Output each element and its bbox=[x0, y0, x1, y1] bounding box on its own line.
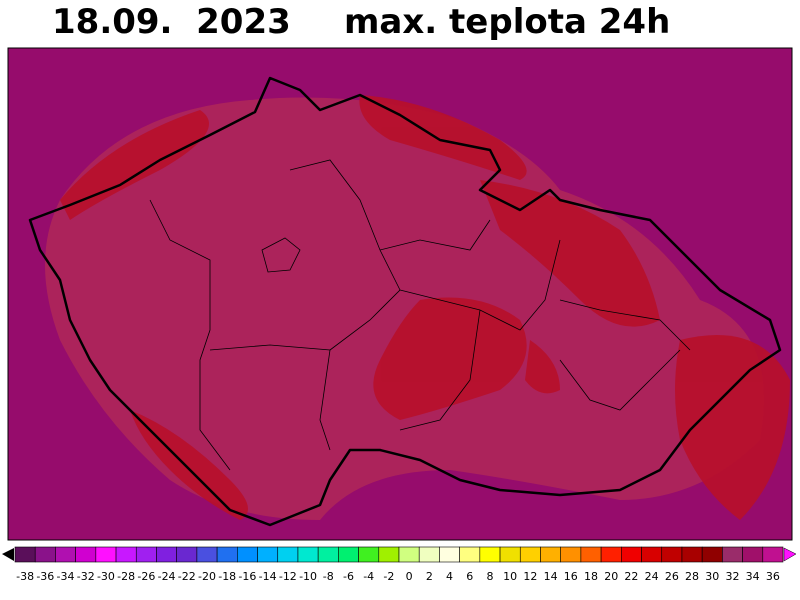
legend-tick-label: -22 bbox=[178, 570, 196, 583]
legend-swatch bbox=[681, 546, 703, 563]
legend-swatch bbox=[722, 546, 743, 563]
legend-tick-label: -20 bbox=[198, 570, 216, 583]
legend-swatch bbox=[661, 546, 683, 563]
legend-tick-label: 30 bbox=[705, 570, 719, 583]
legend-tick-label: 12 bbox=[523, 570, 537, 583]
legend-swatch bbox=[176, 546, 198, 563]
legend-tick-label: -8 bbox=[323, 570, 334, 583]
legend-tick-label: -38 bbox=[16, 570, 34, 583]
legend-tick-label: 14 bbox=[544, 570, 558, 583]
legend-tick-label: 20 bbox=[604, 570, 618, 583]
legend-tick-label: -10 bbox=[299, 570, 317, 583]
country-border bbox=[28, 76, 782, 527]
legend-swatch bbox=[237, 546, 258, 563]
legend-tick-label: -34 bbox=[57, 570, 75, 583]
legend-swatch bbox=[398, 546, 420, 563]
hot-areas bbox=[60, 95, 790, 520]
legend-tick-label: 24 bbox=[645, 570, 659, 583]
legend-swatch bbox=[459, 546, 481, 563]
legend-tick-label: -14 bbox=[259, 570, 277, 583]
legend-tick-label: -12 bbox=[279, 570, 297, 583]
legend-arrow-right bbox=[783, 547, 797, 562]
legend-swatch bbox=[75, 546, 97, 563]
legend-tick-label: -4 bbox=[363, 570, 374, 583]
legend-swatch bbox=[338, 546, 359, 563]
legend-tick-label: 8 bbox=[486, 570, 493, 583]
legend-swatch bbox=[135, 546, 157, 563]
legend-tick-label: -28 bbox=[117, 570, 135, 583]
legend-swatch bbox=[297, 546, 319, 563]
legend-swatch bbox=[115, 546, 137, 563]
legend-swatch bbox=[196, 546, 218, 563]
legend-tick-label: -6 bbox=[343, 570, 354, 583]
legend-swatch bbox=[418, 546, 440, 563]
legend-swatch bbox=[621, 546, 642, 563]
legend-swatch bbox=[317, 546, 339, 563]
legend-swatch bbox=[580, 546, 602, 563]
legend-tick-label: 4 bbox=[446, 570, 453, 583]
legend-swatch bbox=[742, 546, 764, 563]
legend-swatch bbox=[55, 546, 76, 563]
legend-tick-label: 36 bbox=[766, 570, 780, 583]
legend-tick-label: 16 bbox=[564, 570, 578, 583]
legend-swatch bbox=[479, 546, 501, 563]
legend-tick-label: -16 bbox=[238, 570, 256, 583]
legend-swatch bbox=[540, 546, 561, 563]
legend-tick-label: 22 bbox=[624, 570, 638, 583]
legend-swatch bbox=[14, 546, 36, 563]
legend-swatch bbox=[499, 546, 521, 563]
legend-arrow-left bbox=[2, 548, 14, 561]
legend-tick-label: -26 bbox=[137, 570, 155, 583]
legend-tick-label: -36 bbox=[36, 570, 54, 583]
date: 18.09. 2023 bbox=[52, 2, 291, 42]
legend-tick-label: 18 bbox=[584, 570, 598, 583]
legend-swatch bbox=[95, 546, 117, 563]
legend-swatch bbox=[519, 546, 541, 563]
legend-swatch bbox=[762, 546, 784, 563]
legend-tick-label: 0 bbox=[406, 570, 413, 583]
region-borders bbox=[149, 159, 691, 471]
warm-areas bbox=[45, 97, 764, 520]
legend-swatch bbox=[378, 546, 400, 563]
legend-swatch bbox=[641, 546, 663, 563]
legend-tick-label: 28 bbox=[685, 570, 699, 583]
legend-tick-label: -32 bbox=[77, 570, 95, 583]
legend-swatch bbox=[34, 546, 56, 563]
legend-swatch bbox=[701, 546, 723, 563]
legend: -38 -36 -34 -32 -30 -28 -26 -24 -22 -20 -18 -16 -14-… bbox=[2, 546, 797, 583]
legend-tick-label: 26 bbox=[665, 570, 679, 583]
legend-swatch bbox=[156, 546, 177, 563]
legend-tick-label: 2 bbox=[426, 570, 433, 583]
legend-swatch bbox=[439, 546, 460, 563]
legend-tick-label: -24 bbox=[158, 570, 176, 583]
legend-swatch bbox=[277, 546, 299, 563]
legend-swatch bbox=[358, 546, 380, 563]
legend-tick-label: 34 bbox=[746, 570, 760, 583]
legend-swatch bbox=[600, 546, 622, 563]
legend-tick-label: 10 bbox=[503, 570, 517, 583]
legend-tick-label: 6 bbox=[466, 570, 473, 583]
legend-tick-label: 32 bbox=[725, 570, 739, 583]
legend-tick-label: -18 bbox=[218, 570, 236, 583]
legend-swatch bbox=[216, 546, 238, 563]
legend-swatch bbox=[257, 546, 279, 563]
legend-tick-label: -2 bbox=[383, 570, 394, 583]
legend-tick-label: -30 bbox=[97, 570, 115, 583]
title: max. teplota 24h bbox=[344, 2, 671, 42]
legend-swatch bbox=[560, 546, 582, 563]
